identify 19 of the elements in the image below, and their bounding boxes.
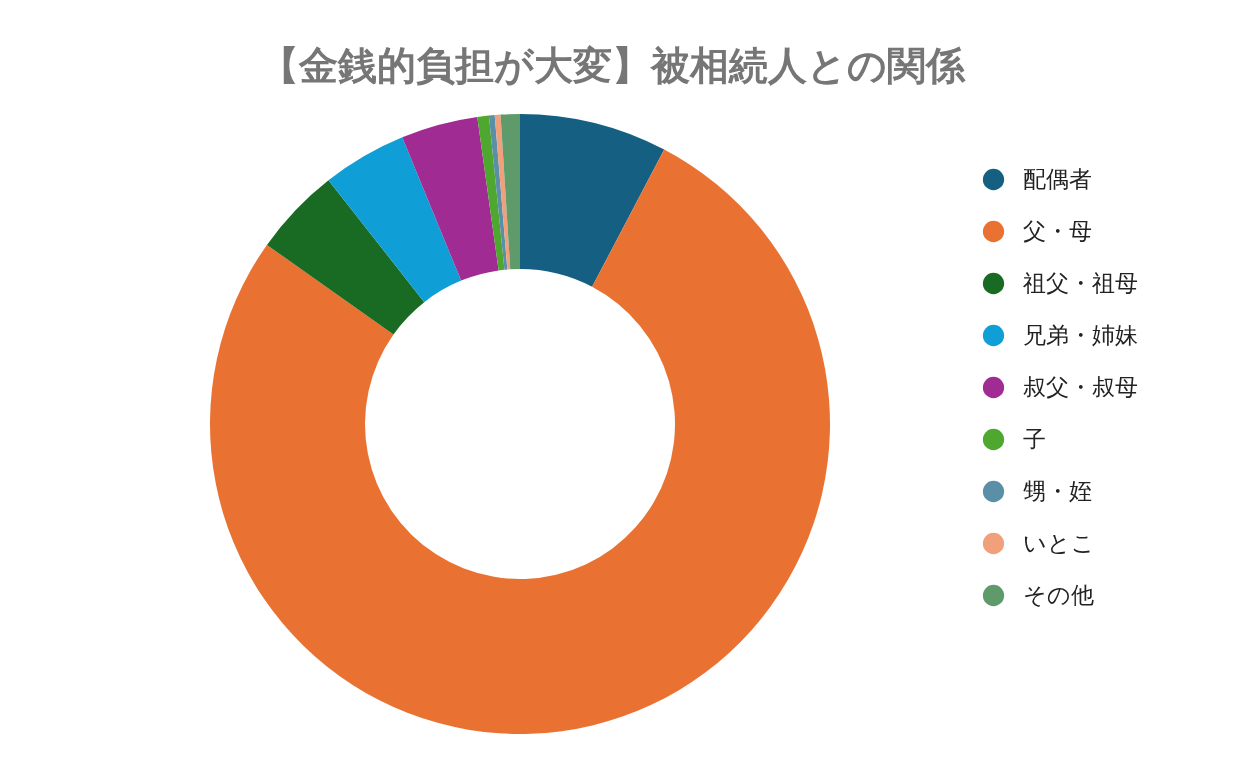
legend-label: 子	[1023, 425, 1046, 452]
legend-label: その他	[1023, 581, 1094, 608]
legend-label: 甥・姪	[1023, 477, 1092, 504]
donut-slice	[266, 180, 425, 335]
legend-label: 配偶者	[1023, 165, 1092, 192]
donut-slice	[494, 114, 511, 270]
legend-label: 叔父・叔母	[1023, 373, 1138, 400]
legend-label: 兄弟・姉妹	[1023, 321, 1138, 348]
donut-slice	[500, 114, 520, 270]
donut-slice	[210, 149, 830, 734]
legend-label: 祖父・祖母	[1023, 269, 1138, 296]
legend-label: いとこ	[1023, 529, 1095, 556]
legend-label: 父・母	[1023, 217, 1092, 244]
donut-slice	[520, 114, 665, 287]
donut-slice	[328, 137, 462, 303]
donut-slice	[477, 115, 505, 271]
donut-slice	[488, 115, 508, 270]
chart-title: 【金銭的負担が大変】被相続人との関係	[259, 43, 966, 88]
donut-slice	[402, 116, 499, 281]
